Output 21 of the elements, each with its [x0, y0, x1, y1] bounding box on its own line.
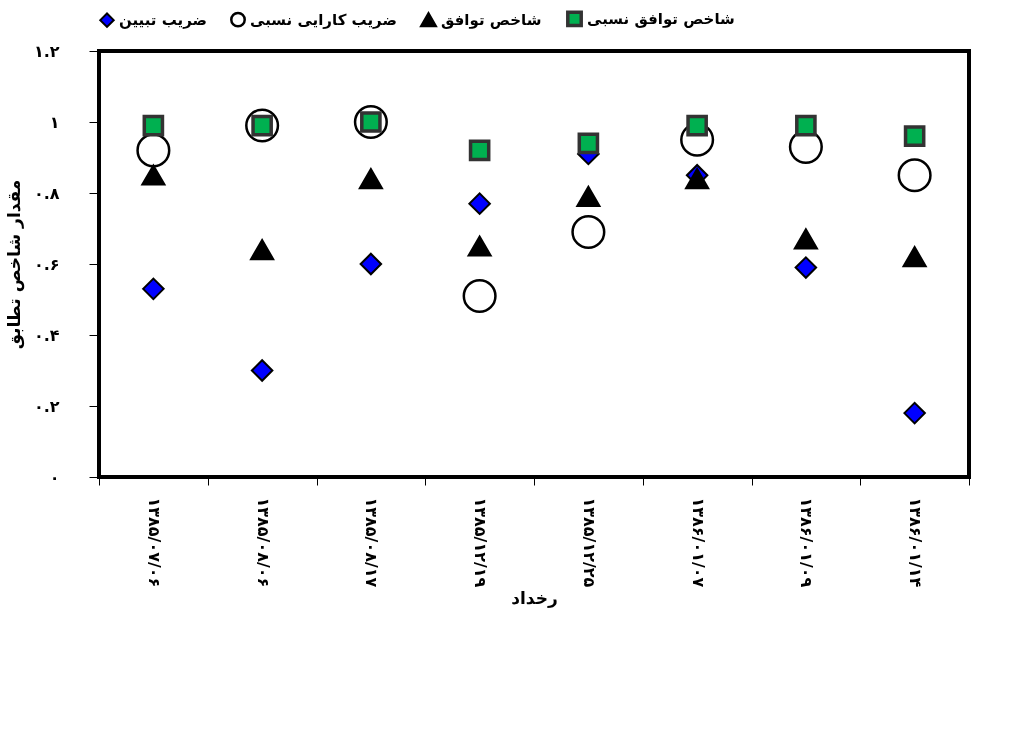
x-tick-label: ۱۳۸۵/۱۲/۱۹ [471, 497, 491, 588]
x-tick-label: ۱۳۸۵/۱۲/۲۵ [579, 497, 599, 588]
y-tick-label: ۰.۶ [33, 254, 60, 274]
x-tick-label: ۱۳۸۶/۰۱/۰۹ [797, 497, 817, 588]
y-tick-label: ۰.۴ [33, 325, 60, 345]
legend-label: ضریب تبیین [119, 11, 208, 30]
y-tick-label: ۱ [49, 112, 60, 132]
legend-label: شاخص توافق [441, 10, 542, 29]
x-tick-label: ۱۳۸۶/۰۱/۱۴ [906, 497, 926, 588]
y-tick-label: ۰ [49, 467, 60, 487]
legend-label: شاخص توافق نسبی [587, 9, 735, 28]
y-tick-label: ۰.۲ [33, 396, 60, 416]
x-axis-title: رخداد [511, 588, 558, 609]
legend-label: ضریب کارایی نسبی [250, 10, 397, 29]
y-axis-title: مقدار شاخص تطابق [3, 179, 25, 350]
y-tick-label: ۰.۸ [33, 183, 60, 203]
x-tick-label: ۱۳۸۵/۰۸/۱۷ [362, 497, 382, 588]
y-tick-label: ۱.۲ [33, 41, 60, 61]
x-tick-label: ۱۳۸۵/۰۸/۰۶ [253, 497, 273, 588]
x-tick-label: ۱۳۸۶/۰۱/۰۷ [688, 497, 708, 588]
x-tick-label: ۱۳۸۵/۰۷/۰۶ [144, 497, 164, 588]
